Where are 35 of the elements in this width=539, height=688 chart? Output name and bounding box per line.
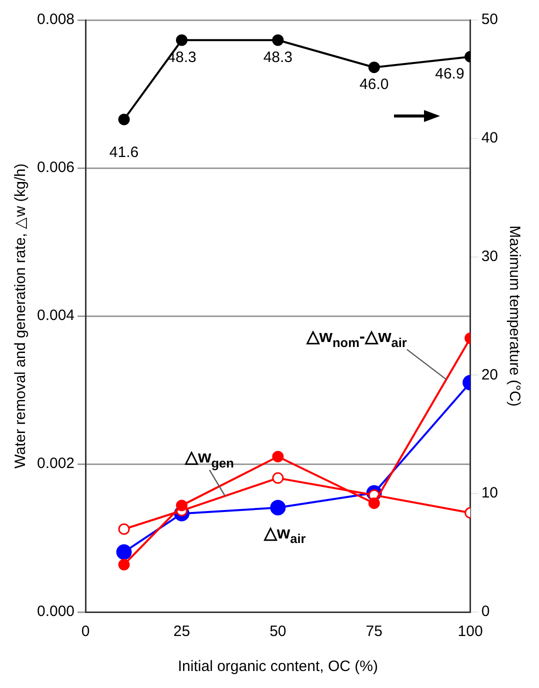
point <box>272 472 284 484</box>
y2-tick-label: 10 <box>481 484 498 502</box>
x-tick-label: 100 <box>458 623 483 640</box>
y-tick-label: 0.002 <box>36 455 75 472</box>
point <box>176 34 188 46</box>
y-tick-label: 0.004 <box>36 307 75 324</box>
x-tick-label: 50 <box>270 623 286 640</box>
x-axis-title: Initial organic content, OC (%) <box>178 658 378 676</box>
point <box>368 62 380 74</box>
y2-axis-title: Maximum temperature (°C) <box>506 225 523 407</box>
point <box>270 500 286 516</box>
data-label: 41.6 <box>109 144 139 162</box>
x-tick-label: 25 <box>173 623 190 640</box>
y2-tick-label: 30 <box>481 248 498 265</box>
y2-tick-label: 20 <box>481 366 498 384</box>
point <box>176 500 188 512</box>
y-tick-label: 0.006 <box>36 159 75 176</box>
y2-tick-label: 50 <box>481 11 498 28</box>
y-tick-label: 0.008 <box>36 11 75 28</box>
point <box>118 558 130 570</box>
data-label: 48.3 <box>263 48 293 66</box>
x-tick-label: 75 <box>366 623 382 640</box>
data-label: 46.9 <box>435 65 464 82</box>
x-tick-label: 0 <box>81 623 90 640</box>
point <box>272 450 284 462</box>
point <box>118 114 130 126</box>
point <box>116 544 132 560</box>
y-tick-label: 0.000 <box>36 603 75 620</box>
y-axis-title: Water removal and generation rate, △w (kg/h) <box>12 164 30 468</box>
data-label: 46.0 <box>360 76 389 93</box>
point <box>368 497 380 509</box>
point <box>272 34 284 46</box>
y2-tick-label: 40 <box>481 130 498 147</box>
y2-tick-label: 0 <box>481 603 490 620</box>
point <box>118 523 130 535</box>
